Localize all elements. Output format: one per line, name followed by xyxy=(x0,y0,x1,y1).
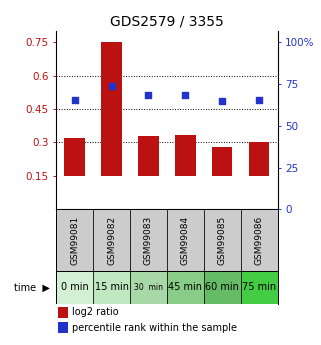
Bar xyxy=(241,209,278,270)
Bar xyxy=(130,270,167,304)
Bar xyxy=(204,209,241,270)
Bar xyxy=(175,135,195,176)
Text: time  ▶: time ▶ xyxy=(14,282,50,292)
Bar xyxy=(167,270,204,304)
Point xyxy=(220,98,225,104)
Text: 15 min: 15 min xyxy=(95,282,128,292)
Bar xyxy=(56,270,93,304)
Bar xyxy=(167,209,204,270)
Bar xyxy=(58,322,68,333)
Title: GDS2579 / 3355: GDS2579 / 3355 xyxy=(110,14,224,29)
Point xyxy=(109,84,114,89)
Text: GSM99081: GSM99081 xyxy=(70,215,79,265)
Point xyxy=(183,92,188,98)
Bar xyxy=(212,147,232,176)
Point xyxy=(72,97,77,102)
Text: 60 min: 60 min xyxy=(205,282,239,292)
Bar xyxy=(93,270,130,304)
Bar xyxy=(249,142,269,176)
Bar xyxy=(65,138,85,176)
Bar xyxy=(93,209,130,270)
Text: GSM99084: GSM99084 xyxy=(181,215,190,265)
Bar xyxy=(138,136,159,176)
Text: GSM99085: GSM99085 xyxy=(218,215,227,265)
Point xyxy=(256,97,262,102)
Text: 45 min: 45 min xyxy=(169,282,202,292)
Point xyxy=(146,92,151,98)
Text: log2 ratio: log2 ratio xyxy=(72,307,118,317)
Bar xyxy=(101,42,122,176)
Bar xyxy=(56,209,93,270)
Bar xyxy=(241,270,278,304)
Text: 0 min: 0 min xyxy=(61,282,89,292)
Bar xyxy=(204,270,241,304)
Bar xyxy=(58,307,68,318)
Text: 75 min: 75 min xyxy=(242,282,276,292)
Text: GSM99083: GSM99083 xyxy=(144,215,153,265)
Bar xyxy=(130,209,167,270)
Text: GSM99082: GSM99082 xyxy=(107,215,116,265)
Text: percentile rank within the sample: percentile rank within the sample xyxy=(72,323,237,333)
Text: 30  min: 30 min xyxy=(134,283,163,292)
Text: GSM99086: GSM99086 xyxy=(255,215,264,265)
